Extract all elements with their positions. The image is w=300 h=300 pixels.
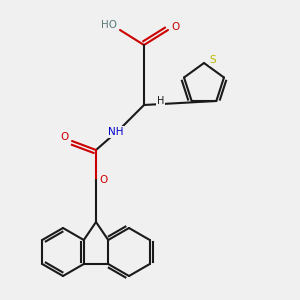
Text: O: O bbox=[99, 175, 108, 185]
Text: S: S bbox=[210, 55, 216, 65]
Text: HO: HO bbox=[101, 20, 118, 31]
Text: O: O bbox=[60, 131, 69, 142]
Text: O: O bbox=[171, 22, 180, 32]
Text: NH: NH bbox=[108, 127, 123, 137]
Text: H: H bbox=[157, 95, 164, 106]
